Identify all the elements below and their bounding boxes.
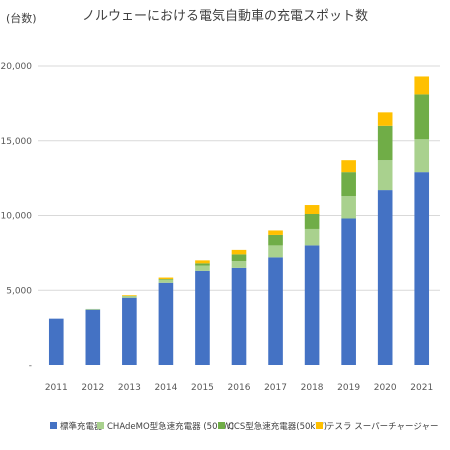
legend-label: CHAdeMO型急速充電器 (50kW)	[107, 421, 234, 432]
x-tick-label: 2020	[374, 383, 397, 393]
bar-segment	[158, 279, 174, 280]
bar-segment	[48, 318, 64, 365]
y-tick-label: 5,000	[6, 286, 32, 296]
bar-segment	[304, 205, 320, 215]
bar-segment	[195, 265, 210, 271]
bar-segment	[122, 295, 137, 298]
bar-segment	[195, 270, 210, 365]
bar-segment	[341, 160, 356, 173]
bar-segment	[304, 214, 320, 229]
bar-segment	[414, 139, 430, 173]
bar-segment	[377, 160, 393, 191]
bar-segment	[85, 308, 101, 310]
y-tick-label: 15,000	[1, 137, 33, 147]
bar-segment	[122, 295, 137, 296]
x-tick-label: 2011	[45, 383, 68, 393]
bar-segment	[377, 112, 393, 126]
y-tick-label: -	[29, 361, 32, 371]
x-tick-label: 2016	[228, 383, 251, 393]
bar-segment	[85, 309, 101, 365]
bar-segment	[158, 282, 174, 365]
bar-segment	[268, 245, 283, 258]
legend-swatch	[50, 422, 57, 429]
bar-segment	[304, 228, 320, 246]
legend: 標準充電器 CHAdeMO型急速充電器 (50kW)CCS型急速充電器(50kW)…	[50, 421, 438, 432]
bar-segment	[341, 218, 356, 365]
x-tick-label: 2012	[81, 383, 104, 393]
x-tick-label: 2021	[410, 383, 433, 393]
bar-segment	[414, 94, 430, 140]
x-tick-label: 2013	[118, 383, 141, 393]
x-tick-label: 2017	[264, 383, 287, 393]
bar-segment	[268, 230, 283, 235]
bars	[48, 76, 430, 365]
bar-segment	[268, 234, 283, 246]
bar-segment	[414, 172, 430, 365]
legend-swatch	[218, 422, 225, 429]
y-tick-label: 10,000	[1, 212, 33, 222]
y-tick-label: 20,000	[1, 62, 33, 72]
bar-segment	[377, 190, 393, 365]
bar-segment	[195, 260, 210, 264]
bar-segment	[158, 277, 174, 280]
bar-segment	[158, 279, 174, 283]
legend-swatch	[97, 422, 104, 429]
bar-segment	[195, 263, 210, 266]
bar-segment	[268, 257, 283, 365]
legend-label: 標準充電器	[60, 421, 103, 432]
bar-segment	[231, 267, 247, 365]
bar-segment	[414, 76, 430, 95]
bar-segment	[377, 125, 393, 161]
x-axis-ticks: 2011 2012 2013 2014 2015 2016 2017 2018 2019 2020…	[45, 383, 433, 393]
bar-segment	[231, 249, 247, 255]
x-tick-label: 2019	[337, 383, 360, 393]
legend-label: テスラ スーパーチャージャー	[326, 422, 438, 432]
bar-segment	[341, 196, 356, 219]
bar-segment	[304, 245, 320, 365]
y-axis-ticks: - 5,000 10,000 15,000 20,000	[1, 62, 33, 371]
x-tick-label: 2014	[154, 383, 177, 393]
x-tick-label: 2015	[191, 383, 214, 393]
bar-segment	[231, 261, 247, 268]
bar-segment	[341, 172, 356, 197]
legend-swatch	[316, 422, 323, 429]
legend-label: CCS型急速充電器(50kW)	[228, 421, 327, 432]
bar-segment	[122, 297, 137, 365]
chart-title: ノルウェーにおける電気自動車の充電スポット数	[82, 8, 368, 24]
bar-segment	[231, 254, 247, 262]
x-tick-label: 2018	[301, 383, 324, 393]
y-axis-label: (台数)	[6, 11, 37, 25]
